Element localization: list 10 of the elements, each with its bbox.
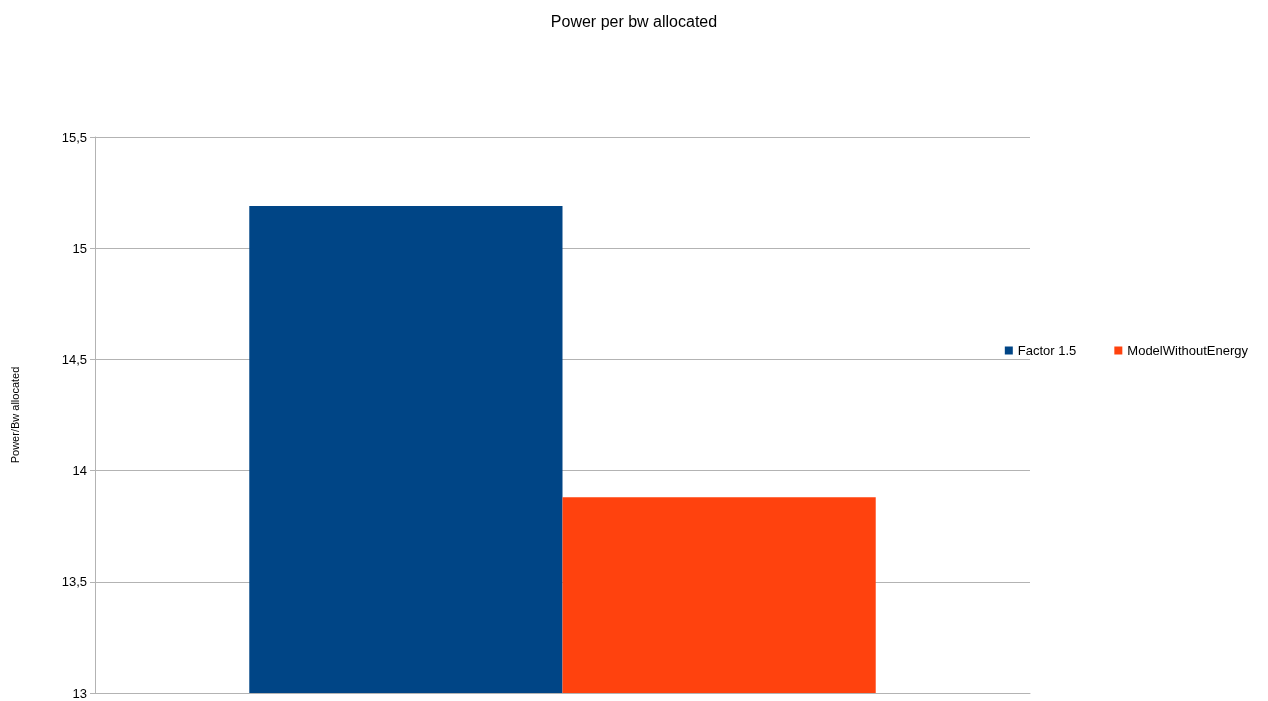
legend-label: ModelWithoutEnergy — [1127, 343, 1249, 358]
y-tick-label: 15,5 — [61, 129, 87, 145]
y-tick-label: 15 — [72, 240, 87, 256]
y-axis-title: Power/Bw allocated — [8, 366, 21, 464]
y-tick-label: 14,5 — [61, 351, 87, 367]
legend-label: Factor 1.5 — [1017, 343, 1077, 358]
y-tick-label: 13 — [72, 685, 87, 701]
chart-title: Power per bw allocated — [550, 12, 718, 30]
y-tick-label: 13,5 — [61, 574, 87, 590]
y-tick-label: 14 — [72, 463, 87, 479]
